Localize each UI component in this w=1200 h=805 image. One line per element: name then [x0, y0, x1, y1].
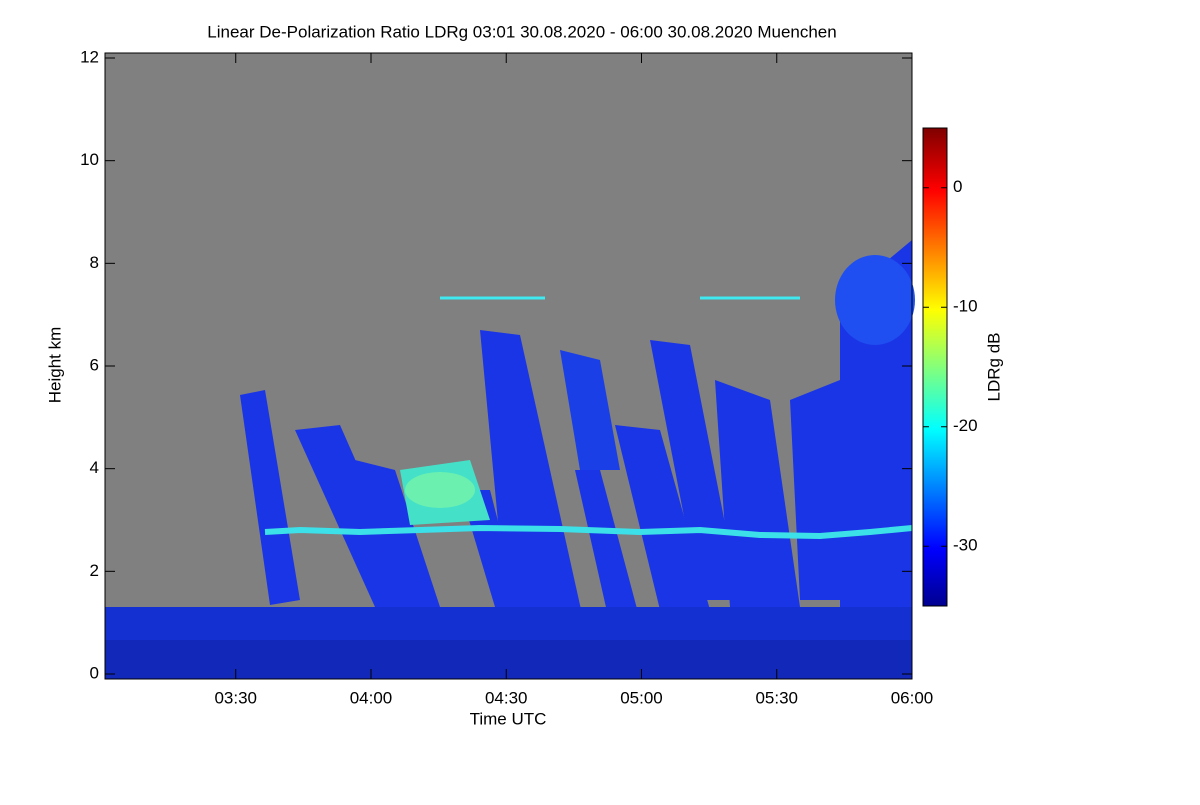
y-tick-label: 0 — [90, 663, 99, 682]
x-tick-label: 04:30 — [485, 688, 528, 707]
colorbar — [922, 127, 948, 607]
y-axis-label: Height km — [45, 327, 64, 404]
y-tick-label: 4 — [90, 458, 99, 477]
y-tick-label: 12 — [80, 47, 99, 66]
x-tick-label: 03:30 — [214, 688, 257, 707]
x-axis-label: Time UTC — [470, 709, 547, 728]
colorbar-tick-label: -30 — [953, 536, 978, 555]
colorbar-tick-label: -10 — [953, 297, 978, 316]
colorbar-tick-label: -20 — [953, 416, 978, 435]
y-tick-label: 2 — [90, 561, 99, 580]
x-tick-label: 06:00 — [891, 688, 934, 707]
y-tick-label: 6 — [90, 355, 99, 374]
x-tick-label: 04:00 — [350, 688, 393, 707]
y-tick-label: 8 — [90, 253, 99, 272]
chart-title: Linear De-Polarization Ratio LDRg 03:01 … — [207, 22, 836, 41]
x-tick-label: 05:00 — [620, 688, 663, 707]
colorbar-label: LDRg dB — [984, 333, 1003, 402]
x-tick-label: 05:30 — [755, 688, 798, 707]
colorbar-tick-label: 0 — [953, 177, 962, 196]
y-tick-label: 10 — [80, 150, 99, 169]
field — [105, 53, 915, 679]
